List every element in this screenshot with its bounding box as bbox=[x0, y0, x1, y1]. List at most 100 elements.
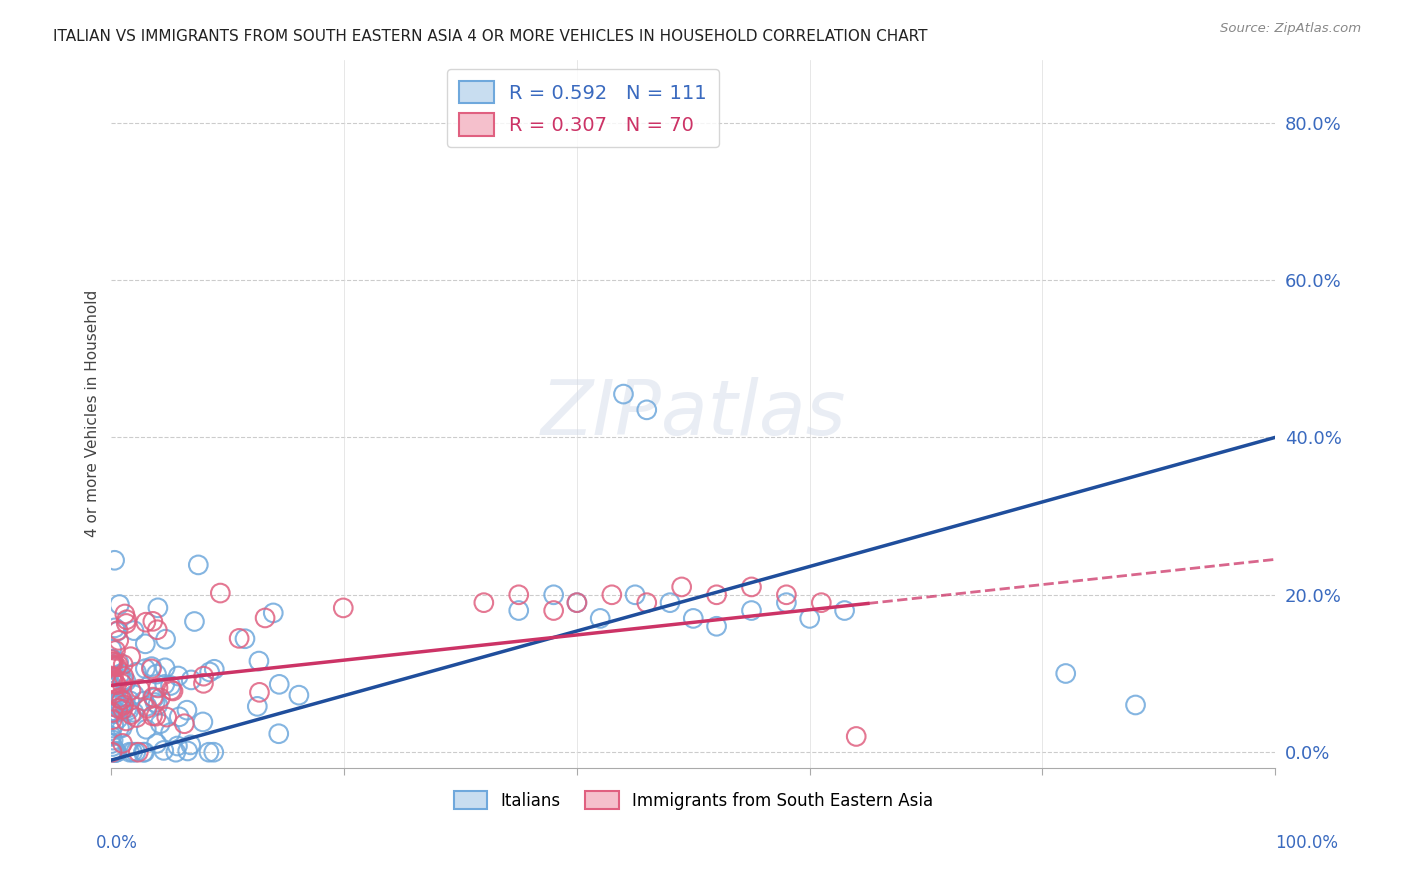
Y-axis label: 4 or more Vehicles in Household: 4 or more Vehicles in Household bbox=[86, 290, 100, 537]
Point bbox=[101, 739, 124, 754]
Point bbox=[112, 698, 135, 712]
Point bbox=[775, 596, 797, 610]
Point bbox=[1054, 666, 1077, 681]
Point bbox=[118, 745, 141, 759]
Point bbox=[183, 615, 205, 629]
Point bbox=[146, 681, 169, 695]
Point bbox=[105, 745, 128, 759]
Point bbox=[152, 743, 174, 757]
Point bbox=[108, 667, 131, 681]
Point bbox=[100, 737, 122, 751]
Point bbox=[103, 745, 125, 759]
Point bbox=[105, 659, 128, 673]
Legend: Italians, Immigrants from South Eastern Asia: Italians, Immigrants from South Eastern … bbox=[447, 785, 939, 816]
Point bbox=[146, 698, 169, 712]
Point bbox=[121, 745, 143, 759]
Point bbox=[167, 710, 190, 724]
Point bbox=[146, 623, 169, 637]
Point bbox=[104, 621, 127, 635]
Point bbox=[120, 683, 142, 698]
Point bbox=[565, 596, 588, 610]
Point bbox=[508, 603, 530, 617]
Point bbox=[288, 688, 311, 702]
Point bbox=[104, 643, 127, 657]
Point bbox=[111, 704, 134, 718]
Point bbox=[104, 553, 127, 567]
Point bbox=[103, 670, 125, 684]
Point bbox=[100, 730, 122, 744]
Point bbox=[165, 745, 187, 759]
Point bbox=[706, 588, 728, 602]
Point bbox=[706, 619, 728, 633]
Point bbox=[167, 669, 190, 683]
Point bbox=[125, 710, 148, 724]
Point bbox=[671, 580, 693, 594]
Point bbox=[105, 705, 128, 719]
Point bbox=[107, 698, 129, 712]
Point bbox=[176, 703, 198, 717]
Point bbox=[159, 725, 181, 739]
Point bbox=[108, 721, 131, 735]
Point bbox=[565, 596, 588, 610]
Point bbox=[101, 706, 124, 720]
Point bbox=[636, 402, 658, 417]
Point bbox=[101, 745, 124, 759]
Point bbox=[122, 706, 145, 720]
Point bbox=[142, 615, 165, 629]
Point bbox=[135, 723, 157, 737]
Point bbox=[115, 701, 138, 715]
Text: Source: ZipAtlas.com: Source: ZipAtlas.com bbox=[1220, 22, 1361, 36]
Point bbox=[100, 745, 122, 759]
Point bbox=[107, 633, 129, 648]
Point bbox=[104, 676, 127, 690]
Point bbox=[105, 697, 128, 711]
Point bbox=[101, 733, 124, 747]
Point bbox=[118, 703, 141, 717]
Point bbox=[145, 736, 167, 750]
Point bbox=[1125, 698, 1147, 712]
Point bbox=[267, 727, 290, 741]
Point bbox=[134, 637, 156, 651]
Point bbox=[142, 690, 165, 705]
Point bbox=[134, 662, 156, 676]
Point bbox=[202, 745, 225, 759]
Point bbox=[624, 588, 647, 602]
Point bbox=[101, 669, 124, 683]
Point bbox=[132, 745, 155, 759]
Point bbox=[101, 713, 124, 727]
Point bbox=[101, 655, 124, 669]
Point bbox=[543, 588, 565, 602]
Point bbox=[100, 652, 122, 666]
Point bbox=[118, 694, 141, 708]
Text: ITALIAN VS IMMIGRANTS FROM SOUTH EASTERN ASIA 4 OR MORE VEHICLES IN HOUSEHOLD CO: ITALIAN VS IMMIGRANTS FROM SOUTH EASTERN… bbox=[53, 29, 928, 44]
Point bbox=[155, 632, 177, 647]
Point bbox=[262, 606, 284, 620]
Point bbox=[162, 684, 184, 698]
Point bbox=[249, 685, 271, 699]
Point bbox=[173, 716, 195, 731]
Point bbox=[153, 677, 176, 691]
Point bbox=[600, 588, 623, 602]
Point bbox=[612, 387, 634, 401]
Point bbox=[799, 611, 821, 625]
Point bbox=[682, 611, 704, 625]
Point bbox=[589, 611, 612, 625]
Point bbox=[100, 704, 122, 718]
Point bbox=[740, 603, 762, 617]
Point bbox=[198, 665, 221, 679]
Point bbox=[160, 683, 183, 698]
Point bbox=[108, 598, 131, 612]
Point bbox=[125, 665, 148, 680]
Point bbox=[101, 652, 124, 666]
Point bbox=[740, 580, 762, 594]
Point bbox=[472, 596, 495, 610]
Point bbox=[135, 615, 157, 630]
Point bbox=[332, 601, 354, 615]
Point bbox=[103, 655, 125, 669]
Point bbox=[153, 661, 176, 675]
Point bbox=[193, 676, 215, 690]
Point bbox=[124, 688, 146, 702]
Point bbox=[228, 632, 250, 646]
Point bbox=[104, 744, 127, 758]
Point bbox=[845, 730, 868, 744]
